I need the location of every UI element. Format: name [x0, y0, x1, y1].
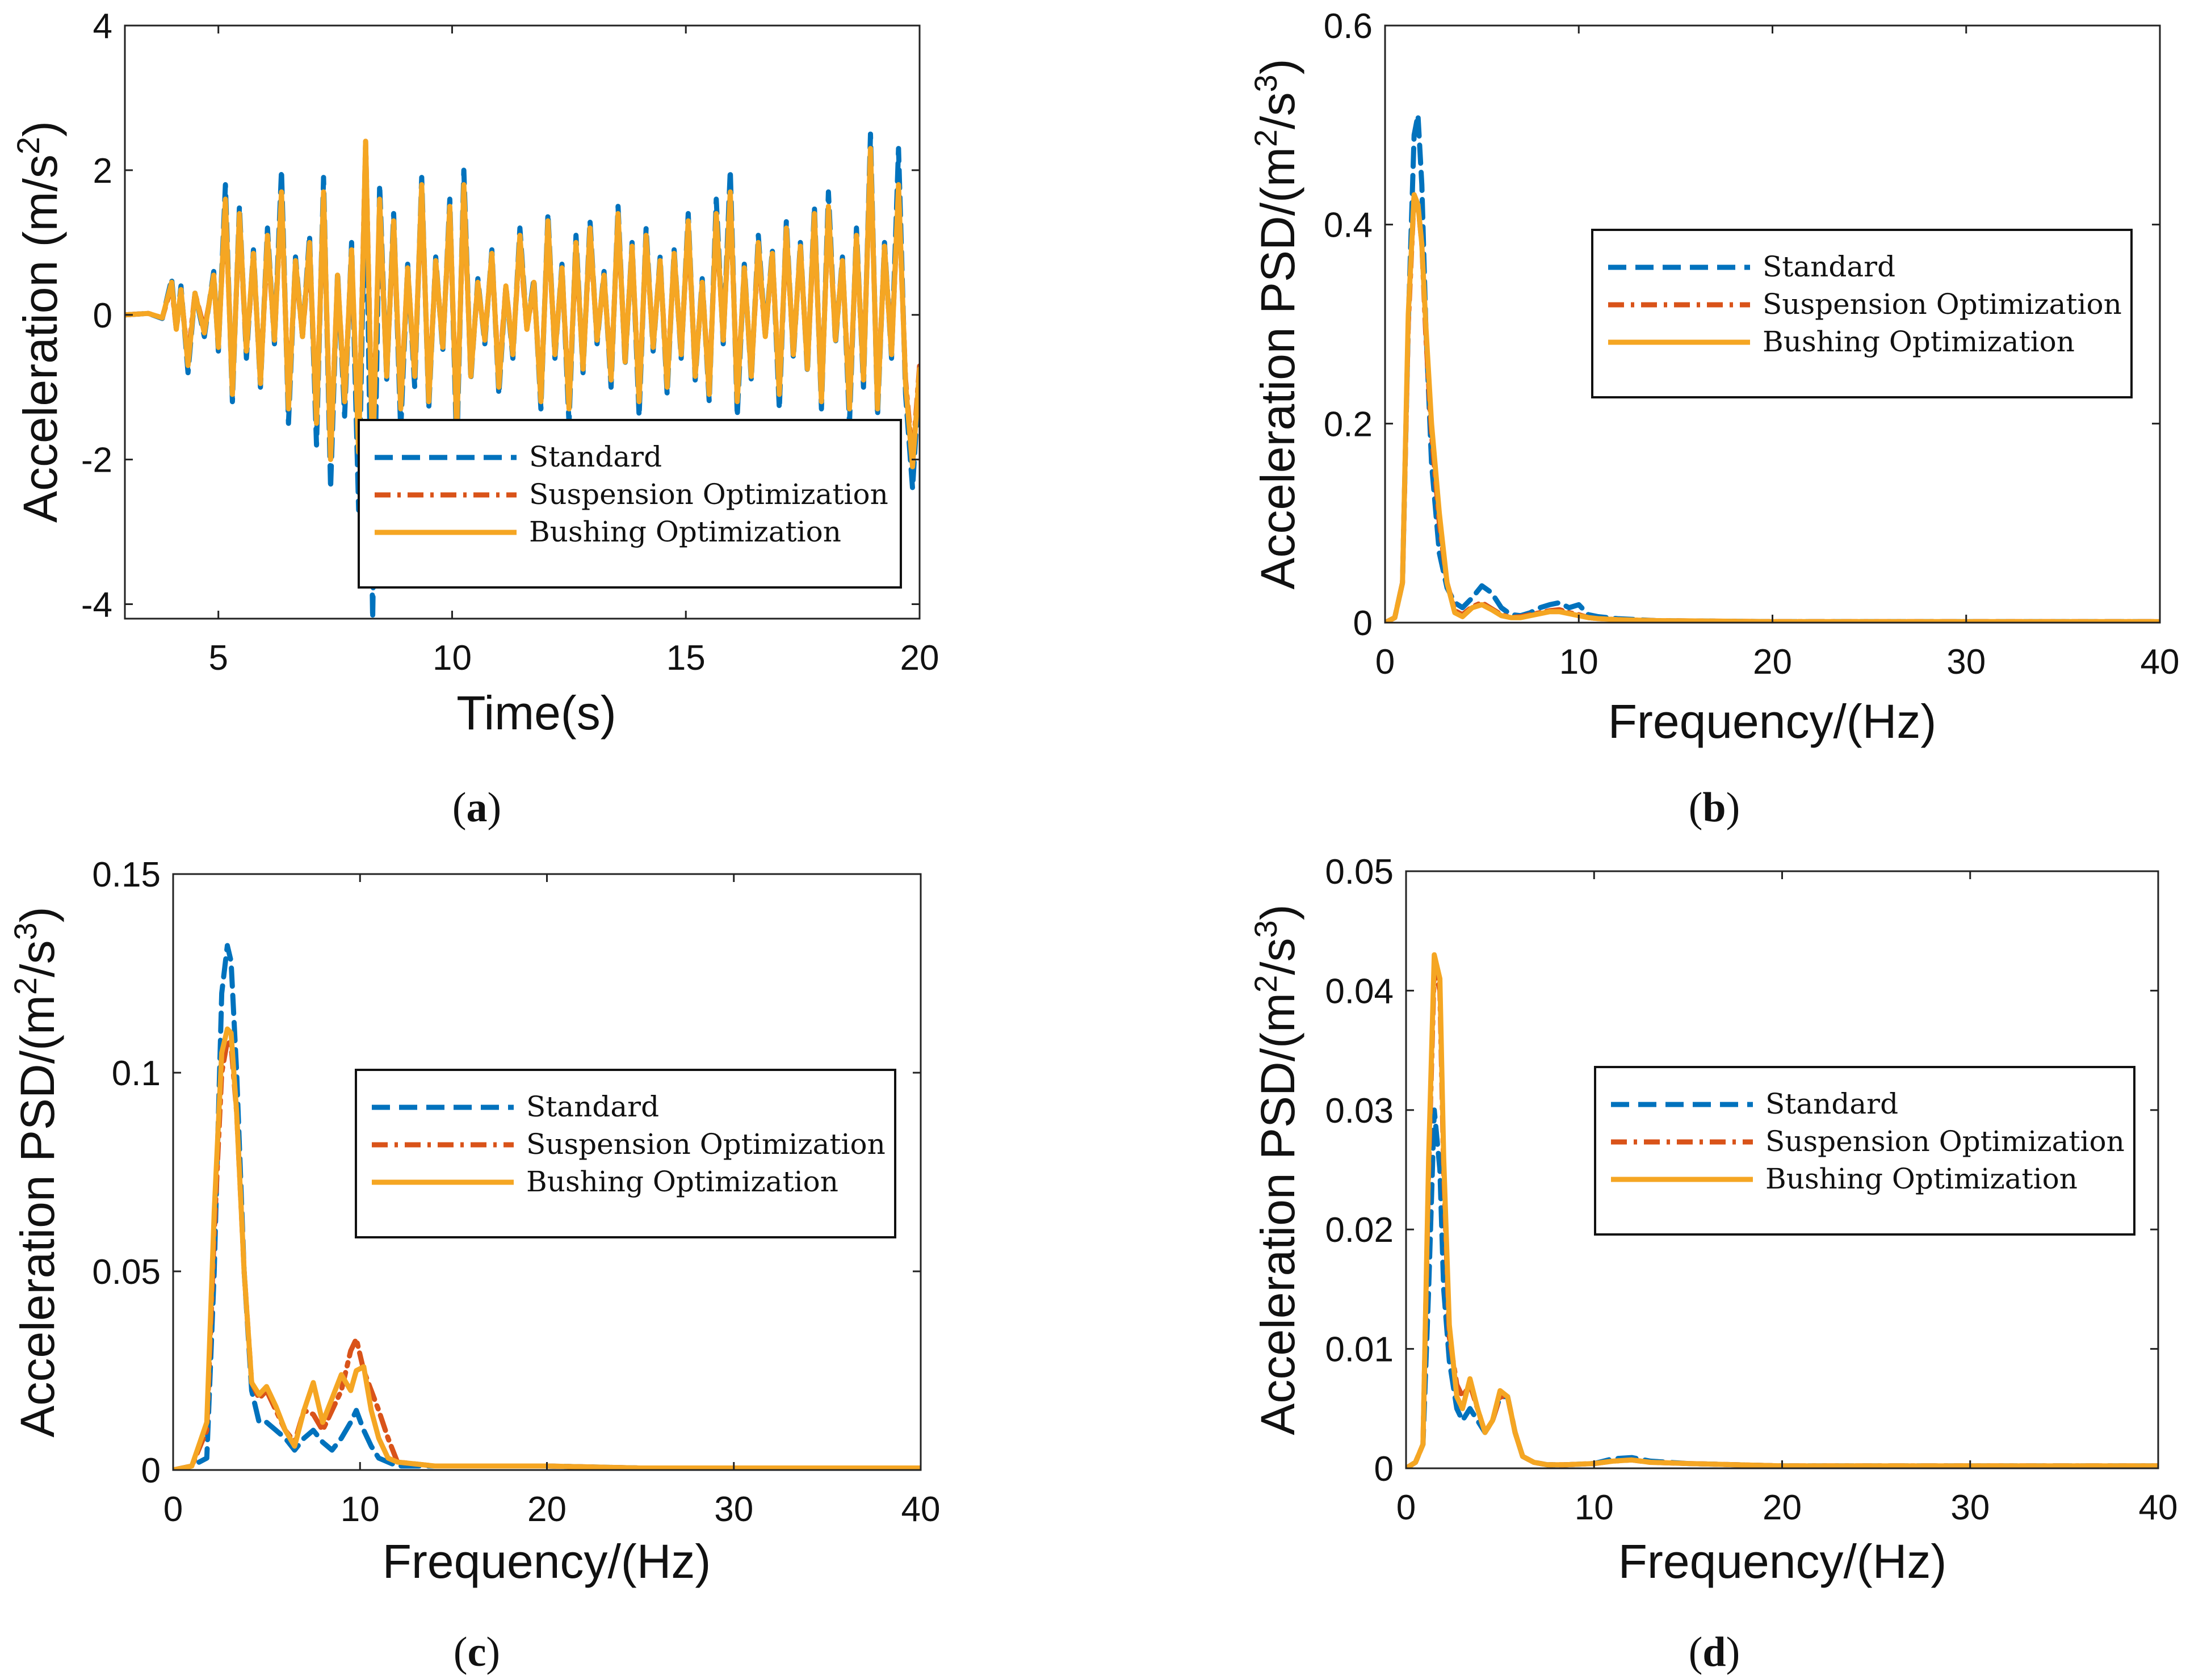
y-axis-label-b: Acceleration PSD/(m2/s3)	[1248, 58, 1305, 589]
legend-label-d-0: Standard	[1765, 1087, 1898, 1120]
panel-caption-c: (c)	[454, 1629, 500, 1675]
legend-box-d	[1594, 1066, 2135, 1236]
legend-label-a-2: Bushing Optimization	[529, 515, 841, 548]
x-tick-label-a-1: 10	[433, 639, 472, 678]
x-tick-label-c-1: 10	[341, 1490, 380, 1529]
legend-label-b-0: Standard	[1763, 250, 1895, 283]
x-tick-label-a-2: 15	[666, 639, 706, 678]
plot-area-b: 0 10 20 30 40 0 0.2 0.4 0.6	[1324, 7, 2180, 682]
legend-label-b-1: Suspension Optimization	[1763, 288, 2122, 321]
legend-c: Standard Suspension Optimization Bushing O…	[355, 1069, 896, 1238]
x-axis-label-a: Time(s)	[456, 686, 616, 740]
y-tick-label-a-2: 0	[93, 296, 112, 335]
y-tick-label-c-2: 0.1	[112, 1054, 161, 1093]
y-tick-label-d-2: 0.02	[1325, 1211, 1394, 1250]
x-tick-label-b-1: 10	[1559, 642, 1598, 682]
legend-box-c	[355, 1069, 896, 1238]
legend-label-c-2: Bushing Optimization	[526, 1165, 838, 1198]
x-tick-label-d-1: 10	[1575, 1488, 1614, 1527]
x-tick-label-b-0: 0	[1375, 642, 1395, 682]
y-axis-label-d: Acceleration PSD/(m2/s3)	[1248, 904, 1305, 1435]
panel-a: 5 10 15 20 -4 -2 0 2 4 Standard Suspension Optimi…	[10, 7, 939, 831]
x-tick-label-c-2: 20	[527, 1490, 567, 1529]
y-axis-label-c: Acceleration PSD/(m2/s3)	[7, 906, 65, 1437]
x-axis-label-d: Frequency/(Hz)	[1618, 1535, 1947, 1588]
legend-label-d-2: Bushing Optimization	[1765, 1162, 2078, 1195]
y-tick-label-d-3: 0.03	[1325, 1091, 1394, 1131]
legend-label-b-2: Bushing Optimization	[1763, 325, 2075, 358]
y-axis-label-a: Acceleration (m/s2)	[10, 121, 68, 523]
x-tick-label-c-4: 40	[901, 1490, 941, 1529]
y-tick-label-a-3: 2	[93, 152, 112, 191]
y-tick-label-d-5: 0.05	[1325, 852, 1394, 892]
y-tick-label-d-0: 0	[1374, 1450, 1394, 1489]
legend-label-c-0: Standard	[526, 1090, 659, 1123]
y-tick-label-c-1: 0.05	[92, 1253, 161, 1292]
y-tick-label-b-3: 0.6	[1324, 7, 1373, 46]
legend-box-b	[1591, 229, 2133, 398]
y-tick-label-d-4: 0.04	[1325, 972, 1394, 1011]
legend-label-a-1: Suspension Optimization	[529, 478, 888, 511]
axes-frame-a	[124, 24, 921, 620]
series-group-b	[1385, 112, 2160, 623]
x-tick-label-c-0: 0	[163, 1490, 183, 1529]
panel-c: 0 10 20 30 40 0 0.05 0.1 0.15 Standard Suspension…	[7, 855, 941, 1675]
legend-label-d-1: Suspension Optimization	[1765, 1125, 2125, 1158]
legend-b: Standard Suspension Optimization Bushing O…	[1591, 229, 2133, 398]
series-line-bushing-optimization-b	[1385, 192, 2160, 623]
y-tick-label-c-3: 0.15	[92, 855, 161, 894]
y-tick-label-c-0: 0	[141, 1451, 161, 1490]
series-group-a	[125, 131, 920, 619]
y-tick-label-b-2: 0.4	[1324, 206, 1373, 245]
y-tick-label-b-1: 0.2	[1324, 405, 1373, 444]
legend-label-a-0: Standard	[529, 440, 662, 473]
x-tick-label-b-4: 40	[2141, 642, 2180, 682]
legend-box-a	[358, 419, 902, 589]
series-group-c	[173, 943, 921, 1470]
legend-a: Standard Suspension Optimization Bushing O…	[358, 419, 902, 589]
plot-area-a: 5 10 15 20 -4 -2 0 2 4	[81, 7, 939, 678]
x-tick-label-b-3: 30	[1946, 642, 1986, 682]
x-tick-label-d-0: 0	[1396, 1488, 1416, 1527]
axes-frame-d	[1405, 870, 2159, 1469]
legend-label-c-1: Suspension Optimization	[526, 1128, 886, 1161]
x-tick-label-b-2: 20	[1753, 642, 1792, 682]
panel-caption-d: (d)	[1689, 1629, 1740, 1675]
axes-frame-c	[172, 873, 922, 1471]
series-group-d	[1406, 952, 2158, 1468]
x-tick-label-a-0: 5	[208, 639, 228, 678]
axes-frame-b	[1384, 24, 2161, 624]
series-line-bushing-optimization-c	[173, 1026, 921, 1470]
y-tick-label-a-1: -2	[81, 441, 112, 480]
x-tick-label-d-2: 20	[1763, 1488, 1802, 1527]
y-tick-label-a-0: -4	[81, 586, 112, 625]
series-line-bushing-optimization-a	[125, 138, 920, 469]
x-axis-label-b: Frequency/(Hz)	[1608, 695, 1937, 748]
legend-d: Standard Suspension Optimization Bushing O…	[1594, 1066, 2135, 1236]
x-axis-label-c: Frequency/(Hz)	[383, 1535, 711, 1588]
x-tick-label-c-3: 30	[714, 1490, 753, 1529]
x-tick-label-d-4: 40	[2139, 1488, 2178, 1527]
plot-area-d: 0 10 20 30 40 0 0.01 0.02 0.03 0.04 0.05	[1325, 852, 2177, 1527]
y-tick-label-d-1: 0.01	[1325, 1330, 1394, 1370]
panel-caption-b: (b)	[1689, 784, 1740, 831]
panel-b: 0 10 20 30 40 0 0.2 0.4 0.6 Standard Suspension O…	[1248, 7, 2180, 831]
y-tick-label-a-4: 4	[93, 7, 112, 46]
x-tick-label-a-3: 20	[900, 639, 939, 678]
x-tick-label-d-3: 30	[1950, 1488, 1990, 1527]
y-tick-label-b-0: 0	[1353, 604, 1373, 643]
panel-caption-a: (a)	[452, 784, 501, 831]
series-line-bushing-optimization-d	[1406, 952, 2158, 1468]
